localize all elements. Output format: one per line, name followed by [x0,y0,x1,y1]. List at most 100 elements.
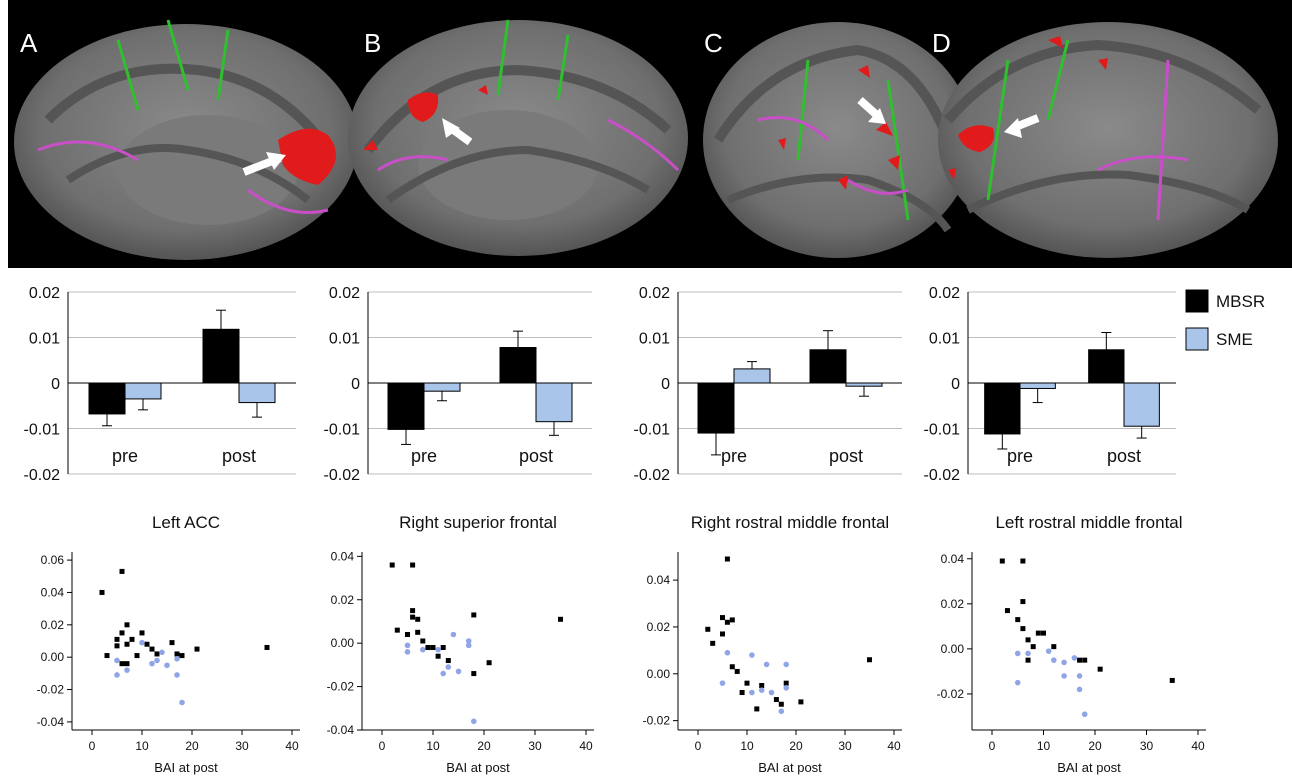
point-sme [471,718,477,725]
point-sme [455,668,462,675]
point-mbsr [558,616,563,622]
point-mbsr [471,612,477,618]
point-sme [124,667,130,673]
x-tick-label: 20 [1088,739,1102,753]
bar-sme-post [238,382,276,404]
bar-mbsr-pre [387,382,425,430]
point-mbsr [124,641,130,647]
y-tick-label: 0.04 [941,552,965,566]
point-mbsr [119,630,125,636]
point-sme [1061,673,1067,679]
x-tick-label: 0 [695,739,702,753]
point-mbsr [720,615,725,621]
category-label-post: post [1107,446,1141,466]
x-tick-label: 0 [89,739,96,753]
brain-d [938,22,1278,258]
bar-sme-pre [733,368,771,384]
point-sme [758,687,765,693]
point-sme [465,638,472,644]
point-mbsr [420,638,426,644]
point-mbsr [435,653,441,659]
point-mbsr [440,645,446,651]
y-tick-label: 0.06 [41,553,65,567]
point-mbsr [773,697,779,703]
point-mbsr [430,645,436,651]
point-mbsr [119,568,125,574]
bar-mbsr-post [499,347,537,384]
x-tick-label: 10 [135,739,149,753]
x-tick-label: 10 [426,739,440,753]
point-mbsr [724,619,730,625]
point-sme [179,699,185,706]
point-sme [159,649,165,656]
point-mbsr [1097,666,1103,672]
panel-label-d: D [932,28,951,58]
point-sme [149,660,155,667]
point-sme [768,689,775,696]
point-mbsr [405,631,410,637]
point-mbsr [144,641,150,647]
point-mbsr [759,683,765,688]
category-label-post: post [829,446,863,466]
point-mbsr [729,617,735,623]
point-sme [174,672,180,678]
point-mbsr [1020,558,1026,564]
x-tick-label: 0 [989,739,996,753]
y-tick-label: -0.02 [24,467,61,484]
point-sme [450,631,457,638]
bar-chart-c: 0.02 0.01 0 -0.01 -0.02 pre post [634,285,902,484]
y-tick-label: -0.01 [324,422,361,439]
y-tick-label: -0.02 [937,687,965,701]
category-label-post: post [222,446,256,466]
point-mbsr [486,660,492,666]
point-mbsr [778,701,784,707]
y-tick-label: 0 [51,376,60,393]
point-mbsr [1035,630,1041,636]
point-mbsr [1020,626,1026,632]
point-mbsr [744,680,750,686]
y-tick-label: 0 [951,376,960,393]
point-mbsr [754,706,760,712]
bar-sme-pre [124,382,162,400]
point-sme [1051,657,1057,663]
x-tick-label: 30 [235,739,249,753]
scatter-right-rostral-middle-frontal: Right rostral middle frontal 0 10 20 30 40 0.0… [643,513,902,775]
point-sme [114,672,120,678]
y-tick-label: 0.00 [941,642,965,656]
point-mbsr [798,699,804,705]
point-mbsr [705,626,711,632]
point-mbsr [179,653,185,659]
bar-mbsr-post [202,328,240,384]
scatter-right-superior-frontal: Right superior frontal 0 10 20 30 40 0.04 0.02 0… [327,513,594,775]
bar-mbsr-pre [697,382,735,434]
scatter-title: Left rostral middle frontal [995,513,1182,532]
y-tick-label: 0.02 [941,597,965,611]
y-tick-label: 0.02 [929,285,960,302]
point-sme [1061,659,1067,666]
point-mbsr [734,668,740,674]
point-mbsr [194,646,200,652]
bar-mbsr-post [809,349,847,384]
point-sme [783,661,789,668]
y-tick-label: 0.00 [647,667,671,681]
point-mbsr [124,622,130,628]
point-mbsr [139,630,145,636]
point-mbsr [724,556,730,562]
x-tick-label: 40 [1191,739,1205,753]
y-tick-label: 0.04 [331,549,355,563]
y-tick-label: -0.02 [324,467,361,484]
y-tick-label: -0.04 [327,723,355,737]
point-mbsr [174,651,180,657]
y-tick-label: 0.02 [29,285,60,302]
x-tick-label: 20 [185,739,199,753]
point-mbsr [1082,657,1088,663]
point-sme [1076,673,1083,679]
y-tick-label: 0 [661,376,670,393]
x-tick-label: 10 [740,739,754,753]
point-mbsr [114,643,120,649]
point-mbsr [739,690,745,696]
x-tick-label: 40 [285,739,299,753]
y-tick-label: 0 [351,376,360,393]
x-tick-label: 40 [887,739,901,753]
point-mbsr [410,608,416,614]
